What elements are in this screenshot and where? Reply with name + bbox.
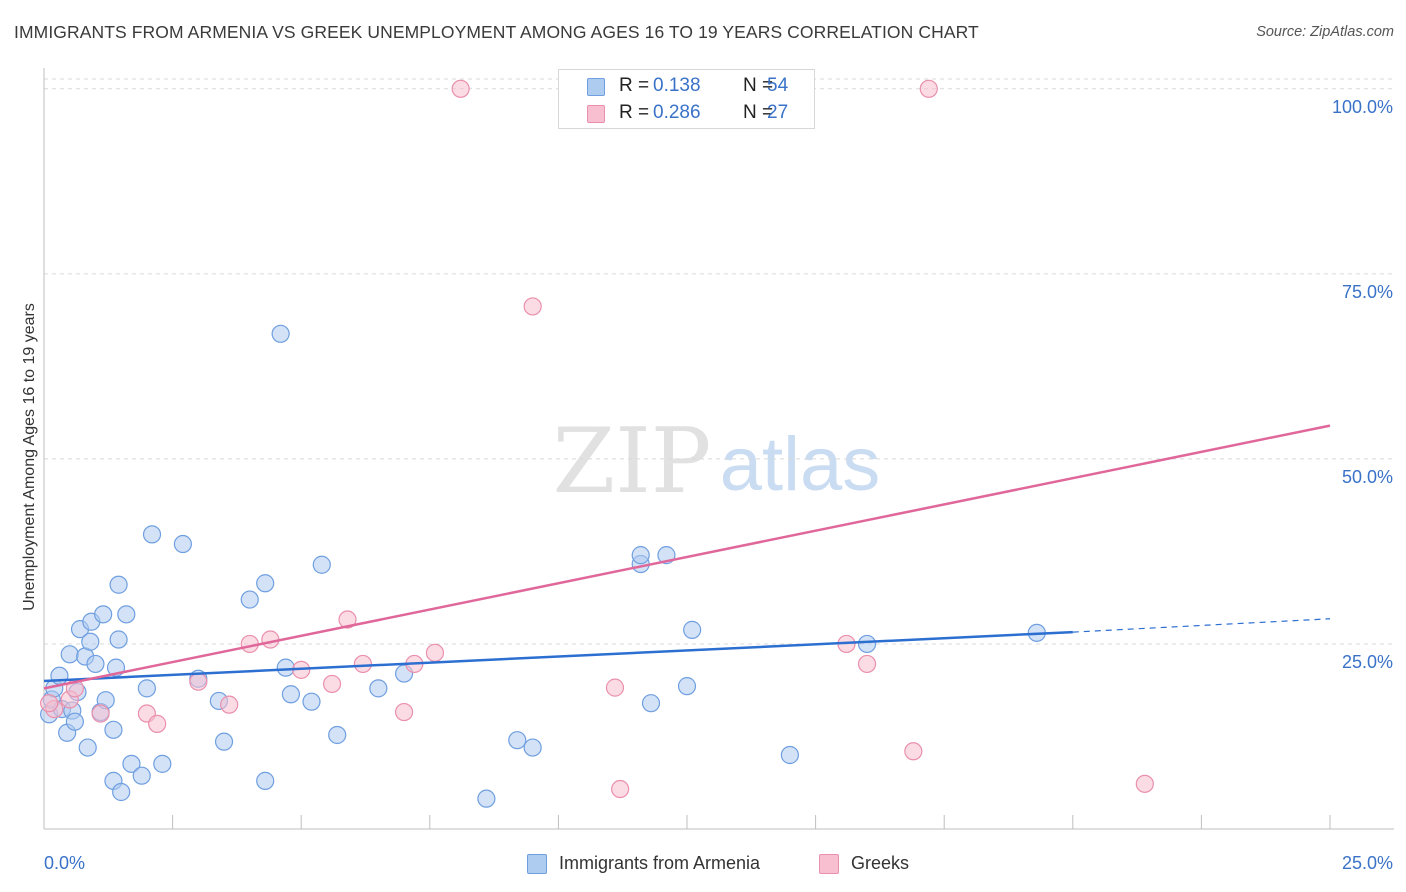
legend-r-label: R = [619, 75, 650, 96]
armenia-point [153, 754, 172, 773]
armenia-point [122, 754, 141, 773]
legend-swatch-greeks [587, 105, 605, 123]
greeks-point [394, 702, 414, 722]
greeks-point [91, 704, 110, 723]
armenia-point [276, 658, 295, 677]
armenia-point [369, 679, 388, 698]
greeks-point [611, 779, 630, 799]
armenia-trend-extension [1072, 618, 1331, 633]
armenia-point [523, 738, 542, 757]
armenia-point [508, 731, 527, 750]
armenia-point [312, 555, 331, 574]
armenia-point [631, 546, 650, 565]
armenia-point [256, 771, 275, 790]
armenia-point [117, 605, 136, 624]
armenia-point [240, 590, 259, 609]
armenia-point [137, 679, 156, 698]
greeks-point [1135, 774, 1154, 793]
armenia-point [104, 720, 123, 739]
armenia-point [60, 645, 79, 664]
greeks-point [220, 695, 239, 714]
armenia-point [477, 789, 496, 808]
armenia-point [271, 324, 290, 343]
armenia-point [109, 575, 128, 594]
x-tick-label: 0.0% [44, 853, 85, 873]
chart-title: IMMIGRANTS FROM ARMENIA VS GREEK UNEMPLO… [14, 22, 979, 42]
armenia-point [780, 745, 799, 765]
armenia-point [112, 782, 131, 802]
bottom-legend-label-armenia: Immigrants from Armenia [559, 853, 761, 873]
greeks-point [904, 742, 923, 761]
armenia-point [328, 725, 347, 745]
armenia-point [677, 677, 697, 696]
y-tick-label: 50.0% [1342, 467, 1393, 487]
greeks-point [919, 79, 938, 98]
armenia-point [302, 692, 321, 711]
armenia-point [214, 732, 234, 751]
greeks-point [523, 297, 542, 316]
greeks-point [451, 79, 470, 98]
armenia-point [109, 630, 128, 649]
greeks-point [857, 654, 877, 674]
greeks-point [605, 678, 625, 697]
greeks-point [322, 674, 342, 694]
armenia-point [683, 620, 702, 639]
greeks-point [148, 714, 167, 733]
legend-n-value-greeks: 27 [767, 102, 789, 123]
armenia-point [65, 712, 84, 731]
greeks-point [40, 694, 59, 713]
legend-r-value-armenia: 0.138 [653, 75, 701, 96]
legend-n-label: N = [743, 102, 774, 123]
legend-n-value-armenia: 54 [767, 75, 789, 96]
armenia-point [281, 685, 301, 704]
armenia-point [78, 738, 97, 757]
bottom-legend-swatch-greeks [819, 854, 839, 874]
legend-n-label: N = [743, 75, 774, 96]
y-axis-label: Unemployment Among Ages 16 to 19 years [21, 303, 38, 611]
greeks-point [338, 610, 357, 629]
armenia-point [81, 632, 100, 651]
armenia-point [641, 694, 661, 713]
y-tick-label: 25.0% [1342, 652, 1393, 672]
greeks-point [353, 654, 373, 674]
watermark-zip: ZIP [553, 409, 712, 514]
y-tick-label: 75.0% [1342, 282, 1393, 302]
bottom-legend-swatch-armenia [527, 854, 547, 874]
source-label: Source: ZipAtlas.com [1256, 24, 1394, 40]
watermark-atlas: atlas [720, 422, 881, 507]
greeks-point [189, 672, 208, 691]
correlation-legend: R = 0.138 N = 54 R = 0.286 N = 27 [558, 69, 815, 129]
greeks-point [425, 643, 445, 662]
armenia-point [132, 766, 151, 785]
bottom-legend-label-greeks: Greeks [851, 853, 910, 873]
x-tick-label: 25.0% [1342, 853, 1393, 873]
legend-r-label: R = [619, 102, 650, 123]
armenia-point [94, 605, 113, 624]
armenia-point [857, 634, 877, 654]
greeks-point [261, 630, 280, 649]
armenia-point [142, 525, 162, 544]
armenia-point [256, 574, 275, 593]
legend-swatch-armenia [587, 78, 605, 96]
legend-r-value-greeks: 0.286 [653, 102, 701, 123]
armenia-point [86, 654, 105, 674]
y-tick-label: 100.0% [1332, 97, 1393, 117]
armenia-trend-line [43, 630, 1073, 683]
greeks-trend-line [43, 424, 1331, 690]
armenia-point [173, 534, 192, 554]
